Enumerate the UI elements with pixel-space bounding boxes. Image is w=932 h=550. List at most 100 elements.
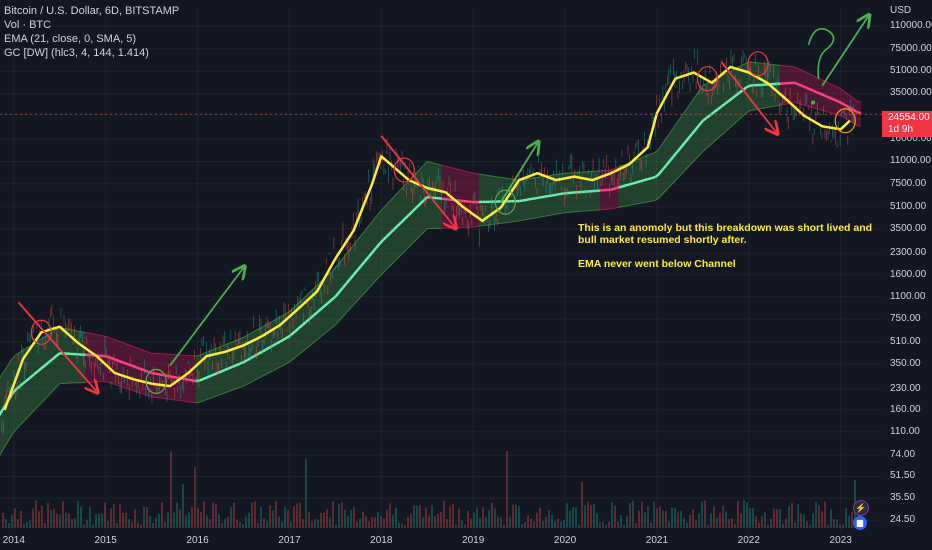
channel-lower-line — [111, 382, 116, 385]
channel-lower-line — [257, 376, 263, 379]
volume-bar — [140, 524, 142, 528]
channel-segment — [0, 375, 1, 455]
volume-bar — [77, 500, 79, 528]
channel-mid-line — [709, 111, 715, 117]
channel-upper-line — [438, 163, 443, 166]
legend-channel[interactable]: GC [DW] (hlc3, 4, 144, 1.414) — [4, 47, 149, 59]
channel-mid-line — [169, 375, 174, 379]
channel-lower-line — [526, 218, 531, 221]
channel-upper-line — [239, 336, 244, 340]
currency-label: USD — [890, 5, 912, 16]
channel-mid-line — [363, 256, 370, 263]
channel-upper-line — [397, 188, 402, 193]
channel-mid-line — [643, 177, 649, 182]
channel-upper-line — [331, 267, 336, 272]
channel-lower-line — [541, 215, 545, 218]
channel-mid-line — [625, 183, 630, 187]
volume-bar — [50, 509, 52, 528]
volume-bar — [386, 509, 388, 528]
volume-bar — [167, 512, 169, 528]
channel-mid-line — [533, 196, 538, 200]
channel-lower-line — [232, 388, 237, 391]
channel-segment — [89, 333, 93, 383]
channel-upper-line — [805, 71, 810, 75]
channel-mid-line — [297, 324, 304, 330]
volume-bar — [122, 512, 124, 528]
ema-path — [3, 65, 851, 411]
channel-lower-line — [658, 193, 663, 199]
channel-upper-line — [853, 97, 858, 102]
volume-bar — [311, 521, 313, 528]
us-flag-icon[interactable]: ▆ — [853, 516, 867, 530]
volume-bar — [488, 510, 490, 528]
channel-segment — [129, 345, 134, 391]
channel-upper-line — [651, 151, 656, 155]
channel-upper-line — [327, 270, 333, 276]
volume-bar — [44, 523, 46, 528]
volume-bar — [626, 516, 628, 528]
channel-upper-line — [110, 337, 116, 341]
highlight-circle — [834, 108, 856, 134]
volume-bar — [395, 507, 397, 528]
channel-lower-line — [228, 389, 233, 392]
channel-upper-line — [26, 345, 31, 349]
volume-bar — [602, 521, 604, 528]
channel-mid-line — [173, 375, 178, 379]
channel-lower-line — [559, 212, 564, 215]
channel-mid-line — [411, 206, 418, 213]
channel-lower-line — [408, 243, 413, 248]
channel-mid-line — [610, 187, 615, 191]
y-tick-label: 11000.00 — [890, 155, 931, 167]
volume-bar — [569, 510, 571, 528]
volume-bar — [479, 517, 481, 528]
lightning-icon[interactable]: ⚡ — [853, 500, 869, 516]
channel-segment — [30, 343, 34, 415]
channel-segment — [430, 162, 435, 229]
channel-segment — [11, 354, 16, 435]
volume-bar — [434, 516, 436, 528]
channel-lower-line — [294, 354, 299, 359]
volume-bar — [95, 513, 97, 528]
volume-bar — [248, 512, 250, 528]
channel-mid-line — [121, 360, 127, 365]
channel-mid-line — [345, 278, 352, 285]
volume-bar — [350, 510, 352, 528]
volume-bar — [266, 521, 268, 528]
channel-segment — [140, 349, 145, 395]
volume-bar — [413, 505, 415, 528]
question-mark — [807, 27, 835, 79]
gaussian-channel — [0, 61, 862, 456]
volume-bar — [437, 513, 439, 528]
channel-segment — [467, 171, 472, 228]
channel-segment — [59, 327, 64, 384]
y-tick-label: 510.00 — [890, 335, 921, 347]
volume-bar — [506, 451, 508, 528]
volume-bar — [137, 522, 139, 528]
volume-bar — [572, 506, 574, 528]
channel-mid-line — [841, 102, 847, 107]
channel-mid-line — [136, 366, 142, 371]
volume-bar — [557, 518, 559, 528]
channel-lower-line — [687, 162, 693, 168]
legend-ema[interactable]: EMA (21, close, 0, SMA, 5) — [4, 33, 137, 45]
volume-bar — [635, 523, 637, 528]
legend-volume[interactable]: Vol · BTC — [4, 19, 52, 31]
y-tick-label: 3500.00 — [890, 222, 927, 234]
channel-upper-line — [662, 138, 667, 144]
channel-mid-line — [654, 173, 660, 179]
legend-symbol[interactable]: Bitcoin / U.S. Dollar, 6D, BITSTAMP — [4, 5, 180, 17]
volume-bar — [527, 515, 529, 528]
channel-segment — [147, 351, 152, 397]
volume-bar — [182, 484, 184, 528]
channel-mid-line — [316, 308, 322, 314]
channel-lower-line — [210, 396, 215, 399]
channel-mid-line — [529, 197, 535, 201]
volume-bar — [452, 503, 454, 528]
channel-upper-line — [467, 171, 472, 174]
channel-lower-line — [691, 159, 696, 164]
volume-bar — [185, 515, 187, 528]
volume-bar — [392, 514, 394, 528]
note-line-2: bull market resumed shortly after. — [578, 234, 747, 246]
